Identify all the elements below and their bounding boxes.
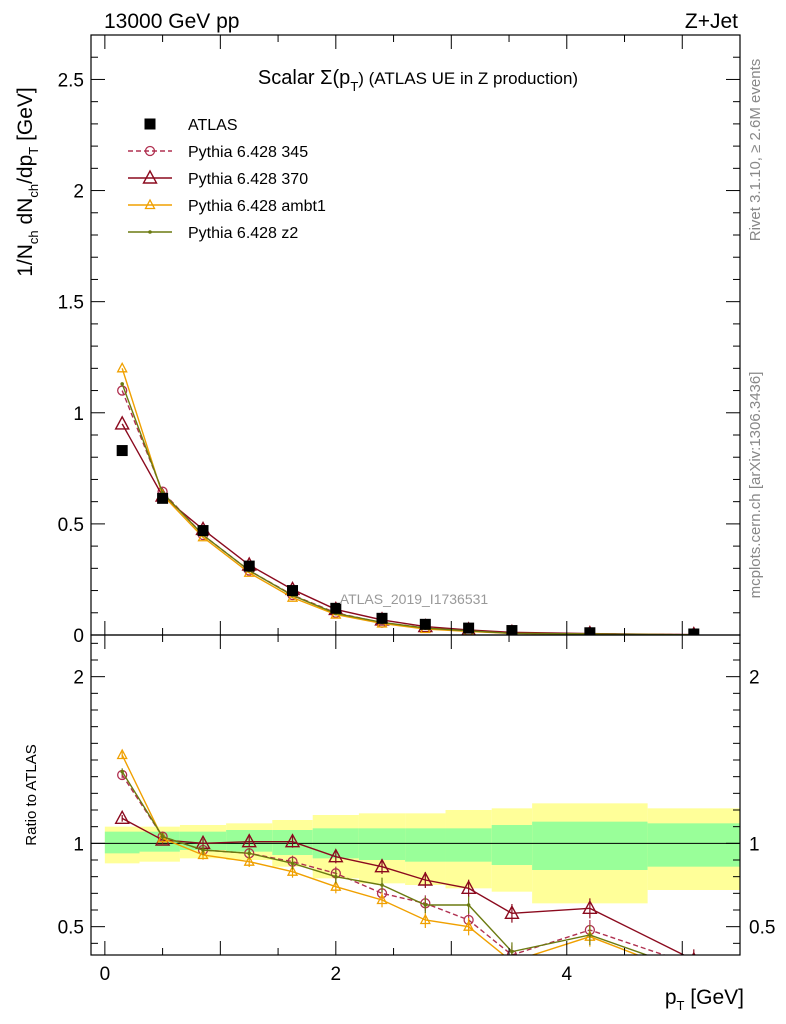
rivet-label: Rivet 3.1.10, ≥ 2.6M events xyxy=(747,59,764,242)
ratio-point-p370 xyxy=(241,833,257,848)
main-point-p370 xyxy=(114,415,130,430)
ratio-point-ambt1 xyxy=(507,957,516,966)
mcplots-label: mcplots.cern.ch [arXiv:1306.3436] xyxy=(747,372,764,599)
ratio-ytick-label-right: 1 xyxy=(749,834,760,855)
legend-label-ambt1: Pythia 6.428 ambt1 xyxy=(188,198,326,215)
main-ytick-label: 1.5 xyxy=(58,293,84,314)
legend-marker-ambt1 xyxy=(144,198,156,210)
ratio-point-z2 xyxy=(380,883,384,887)
ratio-band-inner xyxy=(491,825,533,865)
main-ylabel: 1/Nch dNch/dpT [GeV] xyxy=(14,87,41,277)
ratio-point-p370 xyxy=(460,879,477,895)
header-left: 13000 GeV pp xyxy=(104,10,239,33)
ratio-point-z2 xyxy=(692,970,696,974)
main-point-p345 xyxy=(117,385,128,396)
main-ytick-label: 2 xyxy=(73,182,84,203)
ratio-ytick-label: 0.5 xyxy=(58,918,84,939)
main-ytick-label: 0.5 xyxy=(58,515,84,536)
main-ytick-label: 0 xyxy=(73,626,84,647)
ratio-line-p345 xyxy=(121,774,667,955)
ratio-point-z2 xyxy=(423,903,428,907)
main-point-atlas xyxy=(243,560,255,572)
main-point-atlas xyxy=(330,602,342,614)
ratio-point-ambt1 xyxy=(689,972,698,981)
ratio-point-z2 xyxy=(290,861,295,866)
ratio-point-p370 xyxy=(374,858,390,873)
ratio-point-z2 xyxy=(510,949,514,954)
main-ytick-label: 1 xyxy=(73,404,84,425)
ratio-band-inner xyxy=(104,831,140,854)
ratio-point-z2 xyxy=(247,851,252,856)
header-right: Z+Jet xyxy=(685,10,738,33)
main-point-z2 xyxy=(120,382,124,386)
ratio-point-ambt1 xyxy=(330,880,342,891)
ratio-ytick-label-right: 0.5 xyxy=(749,918,775,939)
ratio-point-p370 xyxy=(328,848,344,863)
legend-label-z2: Pythia 6.428 z2 xyxy=(188,225,298,242)
legend-marker-atlas xyxy=(144,118,156,130)
x-axis-label: pT [GeV] xyxy=(665,986,744,1013)
ratio-point-z2 xyxy=(334,874,338,879)
x-tick-label: 0 xyxy=(100,964,111,985)
ratio-point-z2 xyxy=(201,848,205,852)
ratio-point-ambt1 xyxy=(197,848,209,860)
ratio-point-z2 xyxy=(588,933,592,937)
ratio-point-p370 xyxy=(114,809,130,825)
main-ytick-label: 2.5 xyxy=(58,70,84,91)
main-point-atlas xyxy=(116,445,128,457)
ratio-point-ambt1 xyxy=(463,920,475,931)
main-point-atlas xyxy=(506,625,518,635)
ratio-line-z2 xyxy=(121,771,649,955)
ratio-point-ambt1 xyxy=(419,913,431,925)
analysis-label: ATLAS_2019_I1736531 xyxy=(340,591,489,607)
legend-label-atlas: ATLAS xyxy=(188,117,238,134)
main-point-atlas xyxy=(419,618,431,630)
main-point-atlas xyxy=(197,525,209,537)
ratio-line-p370 xyxy=(121,817,686,955)
main-point-atlas xyxy=(157,492,169,504)
ratio-band-inner xyxy=(358,828,406,860)
legend-label-p370: Pythia 6.428 370 xyxy=(188,171,308,188)
main-point-atlas xyxy=(287,585,299,597)
ratio-point-z2 xyxy=(466,903,471,907)
main-line-p370 xyxy=(121,423,694,635)
ratio-point-p370 xyxy=(284,833,301,848)
main-point-atlas xyxy=(376,612,388,624)
main-line-z2 xyxy=(121,383,694,635)
ratio-ytick-label-right: 2 xyxy=(749,668,760,689)
x-tick-label: 2 xyxy=(331,964,342,985)
ratio-point-z2 xyxy=(160,834,165,839)
x-tick-label: 4 xyxy=(561,964,572,985)
main-point-ambt1 xyxy=(116,361,128,373)
ratio-point-p370 xyxy=(504,904,520,920)
ratio-ytick-label: 1 xyxy=(73,834,84,855)
ratio-band-inner xyxy=(405,828,446,862)
chart-title: Scalar Σ(pT) (ATLAS UE in Z production) xyxy=(258,67,578,94)
ratio-point-ambt1 xyxy=(116,748,128,760)
ratio-line-ambt1 xyxy=(121,754,640,955)
ratio-point-p345 xyxy=(689,961,698,970)
legend-label-p345: Pythia 6.428 345 xyxy=(188,144,308,161)
ratio-point-ambt1 xyxy=(286,865,299,876)
ratio-point-z2 xyxy=(120,769,124,774)
ratio-point-p370 xyxy=(582,899,598,915)
legend-marker-p345 xyxy=(144,145,156,157)
ratio-band-inner xyxy=(532,821,648,870)
ratio-point-ambt1 xyxy=(243,855,255,866)
legend-marker-p370 xyxy=(142,169,158,184)
ratio-band-inner xyxy=(647,823,740,867)
main-point-atlas xyxy=(584,627,596,635)
legend-marker-z2 xyxy=(148,230,152,234)
ratio-ytick-label: 2 xyxy=(73,668,84,689)
ratio-band-inner xyxy=(445,828,492,862)
main-point-atlas xyxy=(463,622,475,634)
ratio-point-ambt1 xyxy=(376,893,388,905)
main-point-atlas xyxy=(688,628,700,635)
ratio-point-p370 xyxy=(417,871,433,886)
ratio-frame xyxy=(90,634,741,956)
ratio-ylabel: Ratio to ATLAS xyxy=(23,744,40,845)
